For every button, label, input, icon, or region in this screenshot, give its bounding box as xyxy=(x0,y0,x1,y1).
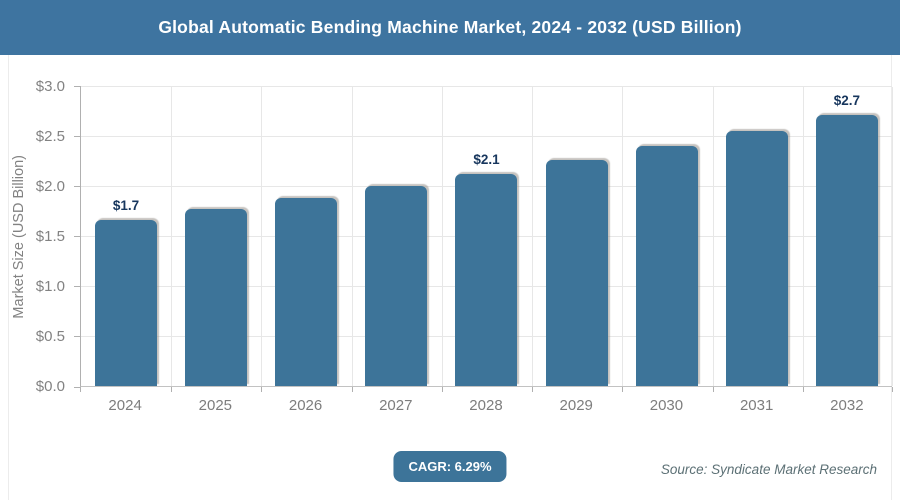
y-axis-tick-label: $2.0 xyxy=(35,178,65,195)
y-axis-tick-label: $1.0 xyxy=(35,278,65,295)
x-axis-tick xyxy=(713,387,714,392)
x-axis-label: 2032 xyxy=(830,397,864,414)
gridline-vertical xyxy=(892,87,893,386)
bar-2028 xyxy=(455,174,518,386)
x-axis-label: 2030 xyxy=(649,397,684,414)
bar-2024 xyxy=(95,220,158,386)
x-axis-tick xyxy=(803,387,804,392)
x-axis-tick xyxy=(80,387,81,392)
x-axis-tick xyxy=(442,387,443,392)
bar-value-label: $2.7 xyxy=(833,93,861,108)
x-axis-tick xyxy=(171,387,172,392)
bar-2027 xyxy=(365,186,428,386)
gridline-vertical xyxy=(622,87,623,386)
gridline-vertical xyxy=(803,87,804,386)
gridline-vertical xyxy=(352,87,353,386)
y-axis-tick xyxy=(74,186,81,187)
x-axis-label: 2029 xyxy=(559,397,593,414)
x-axis-label: 2028 xyxy=(469,397,503,414)
y-axis-labels: $0.0 $0.5 $1.0 $1.5 $2.0 $2.5 $3.0 xyxy=(9,78,71,395)
bar-value-label: $1.7 xyxy=(112,198,140,213)
x-axis-tick xyxy=(261,387,262,392)
x-axis-label: 2025 xyxy=(198,397,233,414)
source-note: Source: Syndicate Market Research xyxy=(660,462,877,477)
bar-cell xyxy=(712,87,802,386)
chart-container: Market Size (USD Billion) $0.0 $0.5 $1.0 $1… xyxy=(8,55,893,500)
gridline-vertical xyxy=(532,87,533,386)
bar-cell xyxy=(532,87,622,386)
x-axis-tick xyxy=(892,387,893,392)
x-axis-labels: 2024 2025 2026 2027 2028 2029 2030 2031 2032 xyxy=(80,397,892,414)
chart-title-bar: Global Automatic Bending Machine Market,… xyxy=(0,0,900,55)
y-axis-tick-label: $0.5 xyxy=(35,328,65,345)
bar-cell xyxy=(622,87,712,386)
x-axis-label: 2026 xyxy=(288,397,323,414)
plot-area: $1.7 $2.1 $2.7 xyxy=(74,86,893,392)
gridline-vertical xyxy=(261,87,262,386)
gridline-horizontal xyxy=(81,86,892,87)
x-axis-tick xyxy=(532,387,533,392)
y-axis-tick xyxy=(74,86,81,87)
bar-2030 xyxy=(635,146,698,386)
bar-2025 xyxy=(185,209,248,386)
y-axis-tick xyxy=(74,387,81,388)
bar-2032 xyxy=(815,115,878,386)
bar-2026 xyxy=(275,198,338,386)
bar-2029 xyxy=(545,160,608,386)
bar-cell: $2.7 xyxy=(802,87,892,386)
bar-cell: $2.1 xyxy=(441,87,531,386)
y-axis-tick-label: $3.0 xyxy=(35,78,65,95)
gridline-vertical xyxy=(171,87,172,386)
y-axis-tick-label: $1.5 xyxy=(35,228,65,245)
y-axis-tick xyxy=(74,136,81,137)
x-axis-tick xyxy=(622,387,623,392)
gridline-vertical xyxy=(713,87,714,386)
y-axis-tick xyxy=(74,336,81,337)
y-axis-tick-label: $2.5 xyxy=(35,128,65,145)
y-axis-tick-label: $0.0 xyxy=(35,378,65,395)
gridline-horizontal xyxy=(81,136,892,137)
cagr-badge: CAGR: 6.29% xyxy=(393,451,507,482)
x-axis-tick xyxy=(352,387,353,392)
y-axis-tick xyxy=(74,286,81,287)
bar-cell xyxy=(171,87,261,386)
y-axis-tick xyxy=(74,236,81,237)
x-axis-label: 2031 xyxy=(739,397,774,414)
page-title: Global Automatic Bending Machine Market,… xyxy=(158,17,742,37)
bar-value-label: $2.1 xyxy=(473,152,500,167)
gridline-vertical xyxy=(442,87,443,386)
x-axis-label: 2027 xyxy=(379,397,413,414)
bars-group: $1.7 $2.1 $2.7 xyxy=(81,87,892,386)
bar-cell xyxy=(261,87,351,386)
bar-cell: $1.7 xyxy=(81,87,171,386)
bar-2031 xyxy=(725,131,788,386)
x-axis-label: 2024 xyxy=(108,397,142,414)
bar-cell xyxy=(351,87,441,386)
